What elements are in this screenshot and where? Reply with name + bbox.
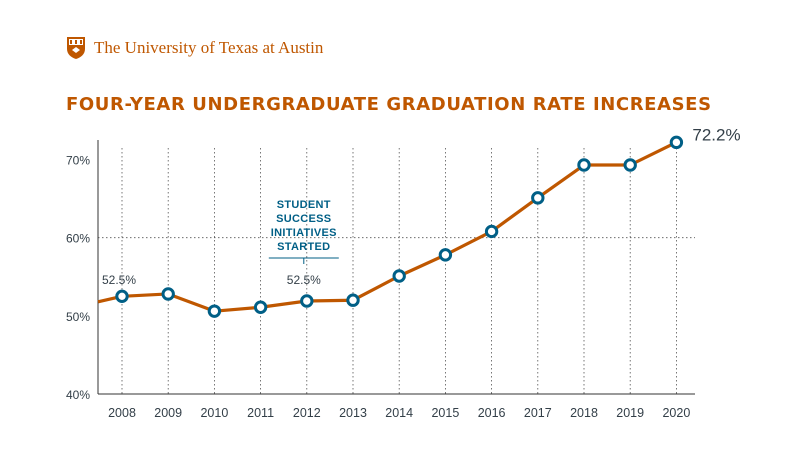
data-point bbox=[577, 158, 591, 172]
data-point bbox=[438, 248, 453, 262]
ut-shield-icon bbox=[66, 36, 86, 60]
annotation-text: STUDENT bbox=[277, 199, 331, 211]
data-label: 52.5% bbox=[287, 273, 321, 287]
data-point bbox=[484, 224, 499, 239]
x-tick-label: 2009 bbox=[154, 406, 182, 420]
data-label: 52.5% bbox=[102, 273, 136, 287]
data-point bbox=[392, 269, 406, 283]
annotation-text: INITIATIVES bbox=[271, 227, 337, 239]
series-line bbox=[97, 140, 678, 313]
data-point bbox=[623, 158, 637, 172]
x-tick-label: 2014 bbox=[385, 406, 413, 420]
data-point bbox=[253, 300, 268, 314]
data-point bbox=[161, 287, 175, 301]
x-tick-label: 2018 bbox=[570, 406, 598, 420]
x-tick-label: 2020 bbox=[662, 406, 690, 420]
x-tick-label: 2011 bbox=[247, 406, 274, 420]
data-point bbox=[115, 289, 129, 304]
y-tick-label: 50% bbox=[66, 310, 90, 324]
x-tick-label: 2010 bbox=[200, 406, 228, 420]
y-tick-label: 70% bbox=[66, 154, 90, 168]
data-label: 72.2% bbox=[692, 125, 740, 144]
y-tick-label: 40% bbox=[66, 388, 90, 402]
x-tick-label: 2016 bbox=[478, 406, 506, 420]
x-tick-label: 2013 bbox=[339, 406, 367, 420]
header-brand: The University of Texas at Austin bbox=[66, 36, 323, 60]
data-point bbox=[346, 293, 360, 307]
y-tick-label: 60% bbox=[66, 232, 90, 246]
university-name: The University of Texas at Austin bbox=[94, 38, 324, 57]
data-point bbox=[531, 191, 545, 205]
annotation-text: STARTED bbox=[277, 241, 330, 253]
data-point bbox=[300, 294, 314, 308]
data-point bbox=[207, 304, 222, 318]
x-tick-label: 2019 bbox=[616, 406, 644, 420]
annotation-text: SUCCESS bbox=[276, 213, 331, 225]
x-tick-label: 2017 bbox=[524, 406, 552, 420]
x-tick-label: 2015 bbox=[431, 406, 459, 420]
x-tick-label: 2012 bbox=[293, 406, 321, 420]
data-point bbox=[669, 135, 684, 150]
chart-title: FOUR-YEAR UNDERGRADUATE GRADUATION RATE … bbox=[66, 94, 712, 115]
x-tick-label: 2008 bbox=[108, 406, 136, 420]
